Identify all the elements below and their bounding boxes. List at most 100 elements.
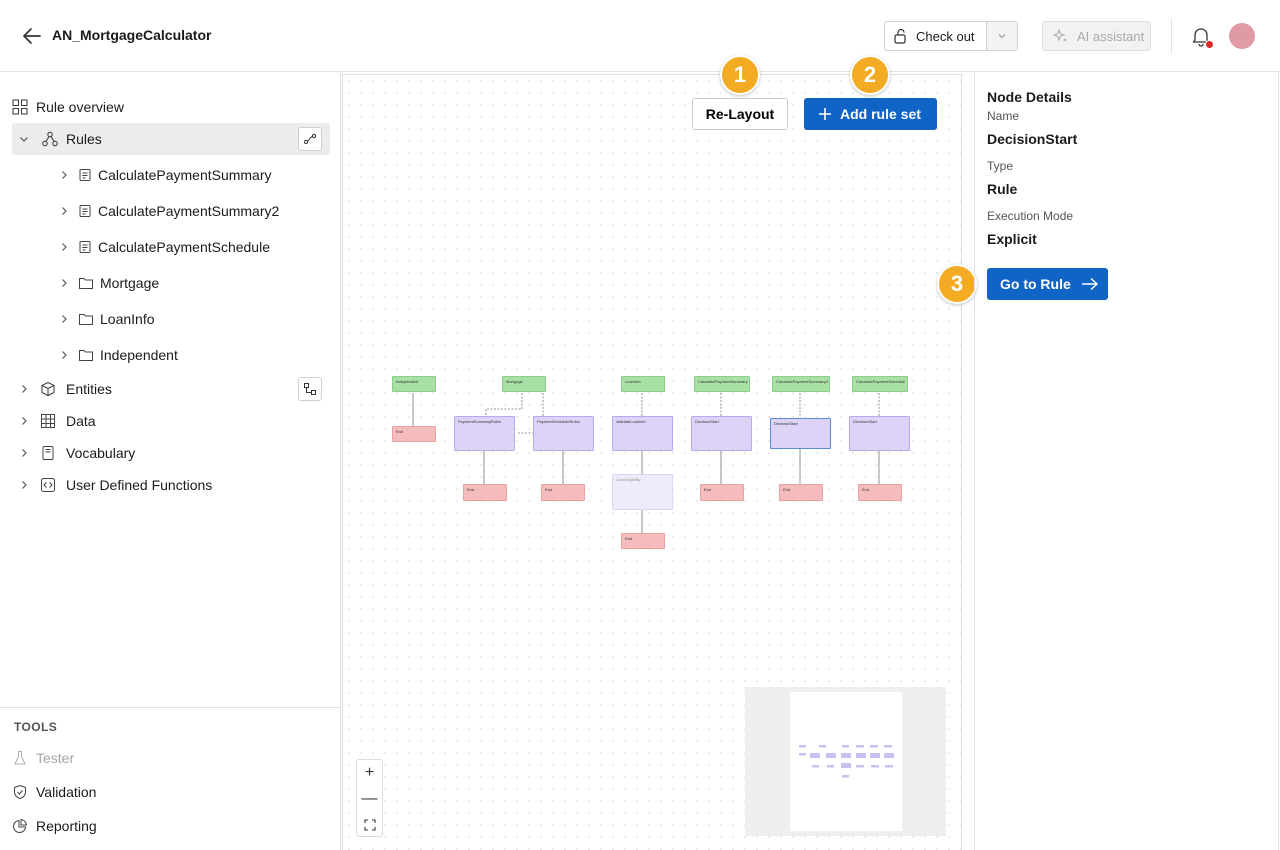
details-type-label: Type (987, 159, 1014, 173)
node-label: DecisionStart (853, 419, 877, 424)
sidebar-item-label: Vocabulary (66, 445, 136, 461)
chevron-right-icon (62, 315, 67, 323)
tool-label: Reporting (36, 818, 97, 834)
flow-node-start[interactable]: CalculatePaymentSummary2 (772, 376, 830, 392)
flow-node-decision-selected[interactable]: DecisionStart (770, 418, 831, 449)
plus-icon (819, 108, 831, 120)
minimap[interactable] (745, 687, 946, 836)
flow-node-start[interactable]: CalculatePaymentSchedule (852, 376, 908, 392)
details-name-value: DecisionStart (987, 131, 1078, 147)
flow-node-end[interactable]: End (392, 426, 436, 442)
zoom-in-button[interactable]: + (364, 764, 375, 781)
checkout-menu-button[interactable] (987, 22, 1017, 50)
node-label: PaymentSummaryRules (458, 419, 502, 424)
flow-node-disabled[interactable]: LoanEligibility (612, 474, 673, 510)
sidebar-item-label: Rule overview (36, 99, 124, 115)
sidebar-item-label: LoanInfo (100, 311, 155, 327)
go-to-rule-button[interactable]: Go to Rule (987, 268, 1108, 300)
tool-reporting[interactable]: Reporting (12, 811, 97, 841)
ai-assistant-button[interactable]: AI assistant (1042, 21, 1151, 51)
node-label: LoanEligibility (616, 477, 641, 482)
checkout-button[interactable]: Check out (885, 22, 987, 50)
node-label: End (783, 487, 791, 492)
sidebar-item-label: Independent (100, 347, 178, 363)
tool-validation[interactable]: Validation (12, 777, 96, 807)
sidebar-item-ruleset[interactable]: CalculatePaymentSummary (58, 160, 272, 190)
sidebar-item-folder[interactable]: LoanInfo (58, 304, 155, 334)
avatar[interactable] (1229, 23, 1255, 49)
flow-node-decision[interactable]: ValidateLoanInfo (612, 416, 673, 451)
step-badge-2: 2 (850, 55, 890, 95)
sidebar-item-data[interactable]: Data (18, 406, 96, 436)
node-label: DecisionStart (695, 419, 719, 424)
flow-node-end[interactable]: End (541, 484, 585, 501)
flow-node-decision[interactable]: DecisionStart (849, 416, 910, 451)
minimap-nodes (799, 745, 894, 778)
divider (1171, 18, 1172, 54)
flow-node-end[interactable]: End (779, 484, 823, 501)
flow-node-end[interactable]: End (700, 484, 744, 501)
minimap-viewport (790, 692, 902, 831)
pie-chart-icon (13, 818, 28, 833)
flow-node-start[interactable]: Independent (392, 376, 436, 392)
sidebar-item-ruleset[interactable]: CalculatePaymentSummary2 (58, 196, 279, 226)
flow-node-start[interactable]: CalculatePaymentSummary (694, 376, 750, 392)
entities-diagram-button[interactable] (298, 377, 322, 401)
zoom-out-button[interactable]: — (361, 790, 378, 807)
flow-node-end[interactable]: End (463, 484, 507, 501)
details-type-value: Rule (987, 181, 1018, 197)
node-label: DecisionStart (774, 421, 798, 426)
back-arrow-icon[interactable] (20, 24, 44, 48)
sidebar-item-vocabulary[interactable]: Vocabulary (18, 438, 135, 468)
node-label: End (467, 487, 475, 492)
flow-node-end[interactable]: End (621, 533, 665, 549)
flow-node-end[interactable]: End (858, 484, 902, 501)
chevron-right-icon (22, 449, 27, 457)
document-icon (79, 241, 91, 253)
flow-node-decision[interactable]: PaymentScheduleRules (533, 416, 594, 451)
step-badge-1: 1 (720, 55, 760, 95)
node-label: End (704, 487, 712, 492)
sidebar-item-entities[interactable]: Entities (18, 374, 112, 404)
sidebar-item-label: CalculatePaymentSummary (98, 167, 272, 183)
chevron-right-icon (62, 351, 67, 359)
tool-tester[interactable]: Tester (12, 743, 74, 773)
sidebar-item-ruleset[interactable]: CalculatePaymentSchedule (58, 232, 270, 262)
folder-icon (79, 314, 93, 325)
sidebar-item-folder[interactable]: Independent (58, 340, 178, 370)
grid-icon (12, 99, 28, 115)
add-rule-set-button[interactable]: Add rule set (804, 98, 937, 130)
sidebar-item-label: CalculatePaymentSummary2 (98, 203, 280, 219)
flow-icon (303, 133, 317, 145)
details-mode-label: Execution Mode (987, 209, 1074, 223)
fit-screen-icon (363, 819, 376, 831)
fit-view-button[interactable] (357, 812, 382, 838)
flow-node-decision[interactable]: PaymentSummaryRules (454, 416, 515, 451)
flask-icon (14, 751, 26, 765)
sidebar-item-rules[interactable]: Rules (18, 124, 102, 154)
rules-flow-view-button[interactable] (298, 127, 322, 151)
checkout-split-button: Check out (884, 21, 1018, 51)
sidebar-item-folder[interactable]: Mortgage (58, 268, 159, 298)
node-label: Mortgage (506, 379, 523, 384)
relayout-button[interactable]: Re-Layout (692, 98, 788, 130)
sidebar (0, 72, 341, 850)
node-label: CalculatePaymentSummary2 (776, 379, 828, 384)
table-icon (41, 414, 55, 428)
notification-dot (1205, 40, 1214, 49)
node-label: End (862, 487, 870, 492)
flow-node-decision[interactable]: DecisionStart (691, 416, 752, 451)
sidebar-item-rule-overview[interactable]: Rule overview (12, 92, 124, 122)
node-label: PaymentScheduleRules (537, 419, 580, 424)
zoom-controls: + — (356, 759, 383, 837)
node-label: CalculatePaymentSummary (698, 379, 748, 384)
app-title: AN_MortgageCalculator (52, 27, 212, 43)
sidebar-item-label: Entities (66, 381, 112, 397)
details-mode-value: Explicit (987, 231, 1037, 247)
chevron-right-icon (22, 417, 27, 425)
flow-node-start[interactable]: LoanInfo (621, 376, 665, 392)
sidebar-item-rules-highlight[interactable] (12, 123, 330, 155)
sidebar-item-label: Mortgage (100, 275, 160, 291)
flow-node-start[interactable]: Mortgage (502, 376, 546, 392)
sidebar-item-udf[interactable]: User Defined Functions (18, 470, 212, 500)
